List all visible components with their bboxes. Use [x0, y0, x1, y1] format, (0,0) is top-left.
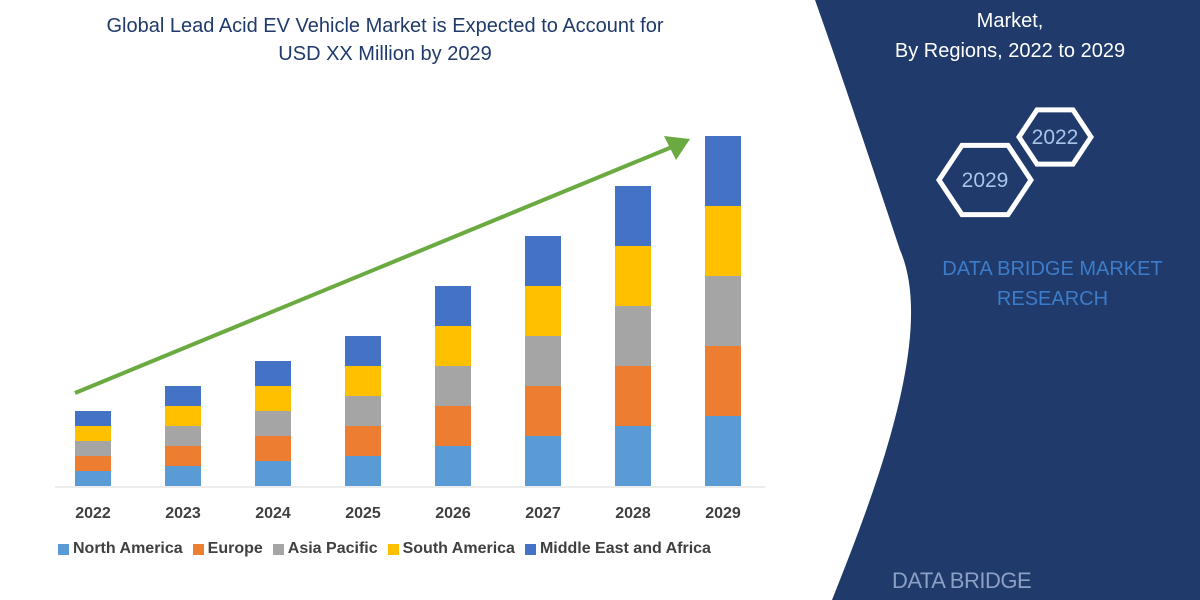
bar-segment-asia-pacific-2027	[525, 336, 561, 386]
bar-segment-middle-east-and-africa-2027	[525, 236, 561, 286]
bar-segment-north-america-2022	[75, 471, 111, 486]
bar-segment-middle-east-and-africa-2025	[345, 336, 381, 366]
bar-segment-south-america-2022	[75, 426, 111, 441]
brand-text: DATA BRIDGE MARKET RESEARCH	[920, 254, 1185, 314]
legend-swatch	[524, 543, 536, 555]
legend-swatch	[58, 543, 69, 555]
hexagon-2022-label: 2022	[1032, 126, 1079, 149]
bar-segment-north-america-2029	[705, 416, 741, 486]
bar-segment-north-america-2024	[255, 461, 291, 486]
x-tick-label: 2023	[165, 505, 201, 522]
logo: DATA BRIDGE	[892, 568, 1032, 594]
bar-segment-asia-pacific-2025	[345, 396, 381, 426]
legend: North America Europe Asia Pacific South Ame…	[58, 540, 711, 558]
bar-segment-asia-pacific-2024	[255, 411, 291, 436]
legend-swatch	[192, 543, 204, 555]
bar-segment-middle-east-and-africa-2028	[615, 186, 651, 246]
legend-swatch	[387, 543, 399, 555]
bar-segment-south-america-2027	[525, 286, 561, 336]
bar-segment-north-america-2026	[435, 446, 471, 486]
legend-label: Europe	[207, 540, 263, 557]
bar-segment-middle-east-and-africa-2026	[435, 286, 471, 326]
title-line-2: USD XX Million by 2029	[278, 43, 492, 65]
hexagon-2029-label: 2029	[962, 169, 1009, 192]
bar-segment-europe-2024	[255, 436, 291, 461]
bar-segment-asia-pacific-2028	[615, 306, 651, 366]
side-title-line-1: Market,	[976, 10, 1044, 32]
legend-item: North America	[58, 540, 183, 558]
title-line-1: Global Lead Acid EV Vehicle Market is Ex…	[106, 15, 664, 37]
x-tick-label: 2024	[255, 505, 291, 522]
bar-segment-middle-east-and-africa-2023	[165, 386, 201, 406]
bar-segment-middle-east-and-africa-2024	[255, 361, 291, 386]
bar-segment-europe-2022	[75, 456, 111, 471]
legend-label: Middle East and Africa	[539, 540, 711, 557]
side-title: Market, By Regions, 2022 to 2029	[860, 6, 1160, 66]
chart-title: Global Lead Acid EV Vehicle Market is Ex…	[40, 12, 730, 68]
side-title-line-2: By Regions, 2022 to 2029	[894, 40, 1126, 62]
bar-segment-south-america-2024	[255, 386, 291, 411]
bar-segment-middle-east-and-africa-2022	[75, 411, 111, 426]
x-tick-label: 2029	[705, 505, 741, 522]
bar-segment-europe-2026	[435, 406, 471, 446]
logo-text: DATA BRIDGE	[892, 568, 1032, 593]
legend-item: Asia Pacific	[272, 540, 378, 558]
side-panel	[815, 0, 1200, 600]
hexagon-2022	[1015, 107, 1095, 167]
bar-segment-asia-pacific-2022	[75, 441, 111, 456]
bar-segment-north-america-2027	[525, 436, 561, 486]
x-tick-label: 2027	[525, 505, 561, 522]
trend-arrow-head	[664, 136, 690, 160]
bar-segment-europe-2028	[615, 366, 651, 426]
brand-line-1: DATA BRIDGE MARKET	[942, 258, 1163, 280]
x-tick-label: 2028	[615, 505, 651, 522]
legend-label: South America	[402, 540, 515, 557]
legend-item: Middle East and Africa	[524, 540, 711, 558]
legend-item: Europe	[192, 540, 263, 558]
bar-segment-south-america-2029	[705, 206, 741, 276]
bar-segment-asia-pacific-2023	[165, 426, 201, 446]
bar-segment-north-america-2025	[345, 456, 381, 486]
brand-line-2: RESEARCH	[996, 288, 1109, 310]
bar-segment-north-america-2023	[165, 466, 201, 486]
bar-segment-asia-pacific-2029	[705, 276, 741, 346]
bar-segment-europe-2023	[165, 446, 201, 466]
legend-label: North America	[73, 540, 183, 557]
bar-segment-south-america-2026	[435, 326, 471, 366]
bar-segment-south-america-2025	[345, 366, 381, 396]
bar-segment-asia-pacific-2026	[435, 366, 471, 406]
bar-segment-middle-east-and-africa-2029	[705, 136, 741, 206]
bar-segment-europe-2025	[345, 426, 381, 456]
hexagon-2029	[935, 142, 1035, 218]
bar-segment-europe-2027	[525, 386, 561, 436]
legend-label: Asia Pacific	[287, 540, 378, 557]
x-tick-label: 2022	[75, 505, 111, 522]
x-tick-label: 2025	[345, 505, 381, 522]
legend-swatch	[272, 543, 284, 555]
bar-segment-europe-2029	[705, 346, 741, 416]
bar-segment-south-america-2028	[615, 246, 651, 306]
legend-item: South America	[387, 540, 515, 558]
trend-arrow-line	[74, 145, 673, 395]
x-tick-label: 2026	[435, 505, 471, 522]
bar-segment-north-america-2028	[615, 426, 651, 486]
bar-segment-south-america-2023	[165, 406, 201, 426]
